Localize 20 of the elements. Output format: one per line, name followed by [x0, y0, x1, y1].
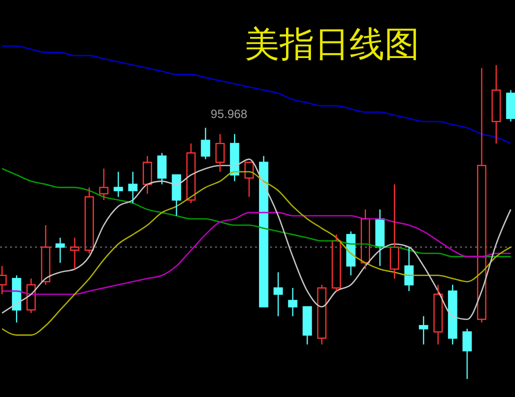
candlestick — [99, 168, 108, 201]
candlestick — [274, 272, 283, 317]
candlestick — [128, 171, 138, 204]
candlestick — [56, 237, 65, 264]
candlestick — [215, 133, 225, 172]
candlestick — [506, 90, 515, 122]
candlestick — [114, 171, 123, 198]
candlestick — [492, 64, 501, 144]
candlestick — [433, 284, 443, 346]
chart-title: 美指日线图 — [244, 25, 420, 65]
candlestick — [390, 184, 400, 280]
candlestick — [41, 224, 50, 286]
candlestick — [418, 316, 428, 346]
candlestick — [70, 237, 80, 270]
candlestick — [477, 68, 486, 324]
candlestick — [317, 284, 326, 346]
annotation: 95.968 — [210, 107, 248, 121]
candlestick — [332, 234, 341, 292]
candlestick — [288, 287, 298, 317]
candlestick — [84, 186, 94, 254]
